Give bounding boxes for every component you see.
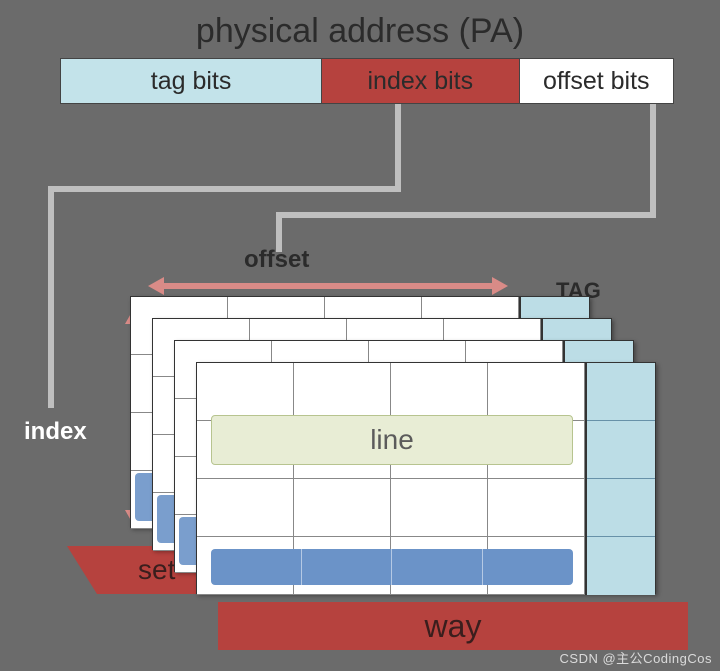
cache-cell: [391, 479, 488, 537]
tag-column: [585, 363, 655, 595]
diagram-title: physical address (PA): [0, 12, 720, 51]
pa-segment: offset bits: [520, 59, 674, 103]
way-label-text: way: [425, 608, 482, 645]
connector-index-down2: [48, 186, 54, 408]
connector-index-down: [395, 104, 401, 192]
diagram-canvas: physical address (PA) tag bitsindex bits…: [0, 0, 720, 671]
cache-line-box: line: [211, 415, 573, 465]
offset-label: offset: [244, 246, 309, 274]
offset-span-arrow: [148, 280, 508, 292]
index-label: index: [24, 418, 87, 446]
cache-cell: [488, 363, 585, 421]
cache-cell: [391, 363, 488, 421]
tag-cell: [587, 421, 655, 479]
cache-bottom-row: [211, 549, 573, 585]
cache-way: line: [196, 362, 656, 594]
physical-address-bar: tag bitsindex bitsoffset bits: [60, 58, 674, 104]
connector-offset-left: [276, 212, 656, 218]
cache-cell: [197, 363, 294, 421]
pa-segment: index bits: [322, 59, 519, 103]
cache-cell: [294, 479, 391, 537]
cache-cell: [488, 479, 585, 537]
connector-offset-down: [650, 104, 656, 218]
watermark: CSDN @主公CodingCos: [560, 648, 712, 667]
connector-index-left: [48, 186, 401, 192]
cache-cell: [197, 479, 294, 537]
tag-cell: [587, 537, 655, 595]
set-label-text: set: [138, 554, 175, 586]
cache-cell: [294, 363, 391, 421]
tag-cell: [587, 479, 655, 537]
tag-cell: [587, 363, 655, 421]
pa-segment: tag bits: [61, 59, 322, 103]
way-label-box: way: [218, 602, 688, 650]
